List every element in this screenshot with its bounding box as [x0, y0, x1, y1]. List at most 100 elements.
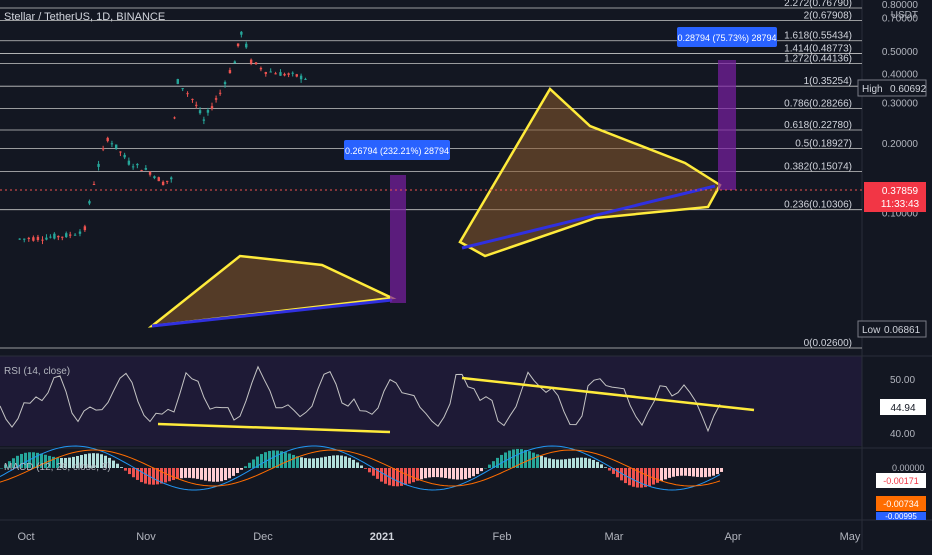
- candle[interactable]: [23, 238, 26, 240]
- candle[interactable]: [161, 181, 165, 186]
- candle[interactable]: [214, 98, 218, 100]
- last-price-badge: [864, 182, 926, 212]
- candle[interactable]: [140, 170, 143, 172]
- candle[interactable]: [233, 61, 237, 64]
- candlestick-series[interactable]: [18, 31, 307, 245]
- candle[interactable]: [101, 148, 105, 150]
- candle[interactable]: [32, 237, 35, 241]
- candle[interactable]: [176, 79, 179, 84]
- macd-title: MACD (12, 26, close, 9): [4, 462, 111, 473]
- rsi-trendline-1[interactable]: [157, 422, 391, 434]
- candle[interactable]: [295, 74, 298, 77]
- candle[interactable]: [236, 43, 240, 47]
- macd-bar: [456, 468, 459, 480]
- candle[interactable]: [97, 163, 100, 167]
- candle[interactable]: [78, 231, 82, 234]
- candle[interactable]: [36, 236, 40, 241]
- macd-histogram[interactable]: [0, 448, 723, 488]
- candle[interactable]: [110, 143, 114, 145]
- rsi-pane: [0, 356, 862, 446]
- candle[interactable]: [119, 151, 122, 153]
- candle[interactable]: [136, 163, 139, 166]
- macd-bar: [212, 468, 215, 482]
- candle[interactable]: [45, 237, 48, 240]
- candle[interactable]: [41, 239, 44, 241]
- macd-bar: [12, 458, 15, 468]
- candle[interactable]: [287, 73, 290, 75]
- candle[interactable]: [18, 238, 21, 240]
- candle[interactable]: [157, 177, 160, 182]
- candle[interactable]: [181, 88, 184, 90]
- candle[interactable]: [210, 106, 214, 109]
- candle[interactable]: [279, 72, 282, 76]
- candle[interactable]: [283, 73, 286, 76]
- candle[interactable]: [240, 31, 243, 35]
- candle[interactable]: [274, 73, 277, 75]
- candle[interactable]: [144, 168, 148, 170]
- macd-bar: [60, 457, 63, 468]
- candle[interactable]: [69, 234, 72, 236]
- candle[interactable]: [173, 117, 176, 119]
- candle[interactable]: [148, 172, 152, 175]
- candle[interactable]: [269, 71, 272, 73]
- candle[interactable]: [228, 70, 232, 74]
- candle[interactable]: [92, 184, 96, 186]
- candle[interactable]: [114, 144, 118, 149]
- macd-bar: [604, 467, 607, 468]
- candle[interactable]: [198, 110, 202, 114]
- price-tick: 0.10000: [882, 209, 919, 220]
- candle[interactable]: [165, 180, 169, 182]
- candle[interactable]: [61, 236, 64, 238]
- price-axis[interactable]: 0.80000 0.70000 0.50000 0.40000 0.30000 0.200…: [882, 0, 919, 220]
- candle[interactable]: [57, 235, 60, 238]
- candle[interactable]: [153, 176, 156, 179]
- candle[interactable]: [53, 233, 56, 239]
- measure-box-2[interactable]: [718, 60, 736, 190]
- candle[interactable]: [127, 160, 131, 165]
- macd-bar: [144, 468, 147, 484]
- rsi-trendline-2[interactable]: [461, 376, 755, 412]
- macd-bar: [92, 453, 95, 468]
- trendline-support-1[interactable]: [151, 298, 393, 328]
- candle[interactable]: [195, 104, 198, 106]
- candle[interactable]: [299, 75, 303, 80]
- time-axis[interactable]: Oct Nov Dec 2021 Feb Mar Apr May: [17, 531, 860, 543]
- candle[interactable]: [304, 78, 307, 80]
- time-tick: Oct: [17, 531, 34, 543]
- trendline-support-2[interactable]: [461, 184, 716, 250]
- macd-line[interactable]: [0, 445, 721, 491]
- measure-box-1[interactable]: [390, 175, 406, 303]
- candle[interactable]: [191, 98, 194, 100]
- fib-level-label: 2(0.67908): [804, 10, 852, 21]
- candle[interactable]: [259, 67, 263, 70]
- candle[interactable]: [106, 137, 109, 142]
- macd-bar: [640, 468, 643, 488]
- macd-bar: [332, 455, 335, 468]
- candle[interactable]: [264, 72, 267, 74]
- candle[interactable]: [27, 237, 30, 239]
- candle[interactable]: [254, 62, 258, 65]
- macd-bar: [428, 468, 431, 478]
- candle[interactable]: [206, 110, 210, 113]
- candle[interactable]: [245, 43, 248, 48]
- macd-signal-line[interactable]: [0, 449, 721, 487]
- candle[interactable]: [249, 59, 253, 64]
- candle[interactable]: [202, 119, 206, 121]
- candle[interactable]: [291, 72, 294, 74]
- candle[interactable]: [223, 82, 227, 85]
- candle[interactable]: [131, 166, 135, 168]
- candle[interactable]: [83, 226, 87, 231]
- candle[interactable]: [186, 93, 189, 95]
- candle[interactable]: [73, 234, 77, 236]
- macd-bar: [244, 466, 247, 468]
- candle[interactable]: [123, 154, 126, 158]
- candle[interactable]: [65, 233, 68, 238]
- candle[interactable]: [218, 92, 222, 94]
- candle[interactable]: [170, 177, 173, 180]
- candle[interactable]: [88, 201, 91, 204]
- candle[interactable]: [49, 236, 52, 238]
- rsi-line[interactable]: [0, 365, 721, 433]
- macd-bar: [464, 468, 467, 480]
